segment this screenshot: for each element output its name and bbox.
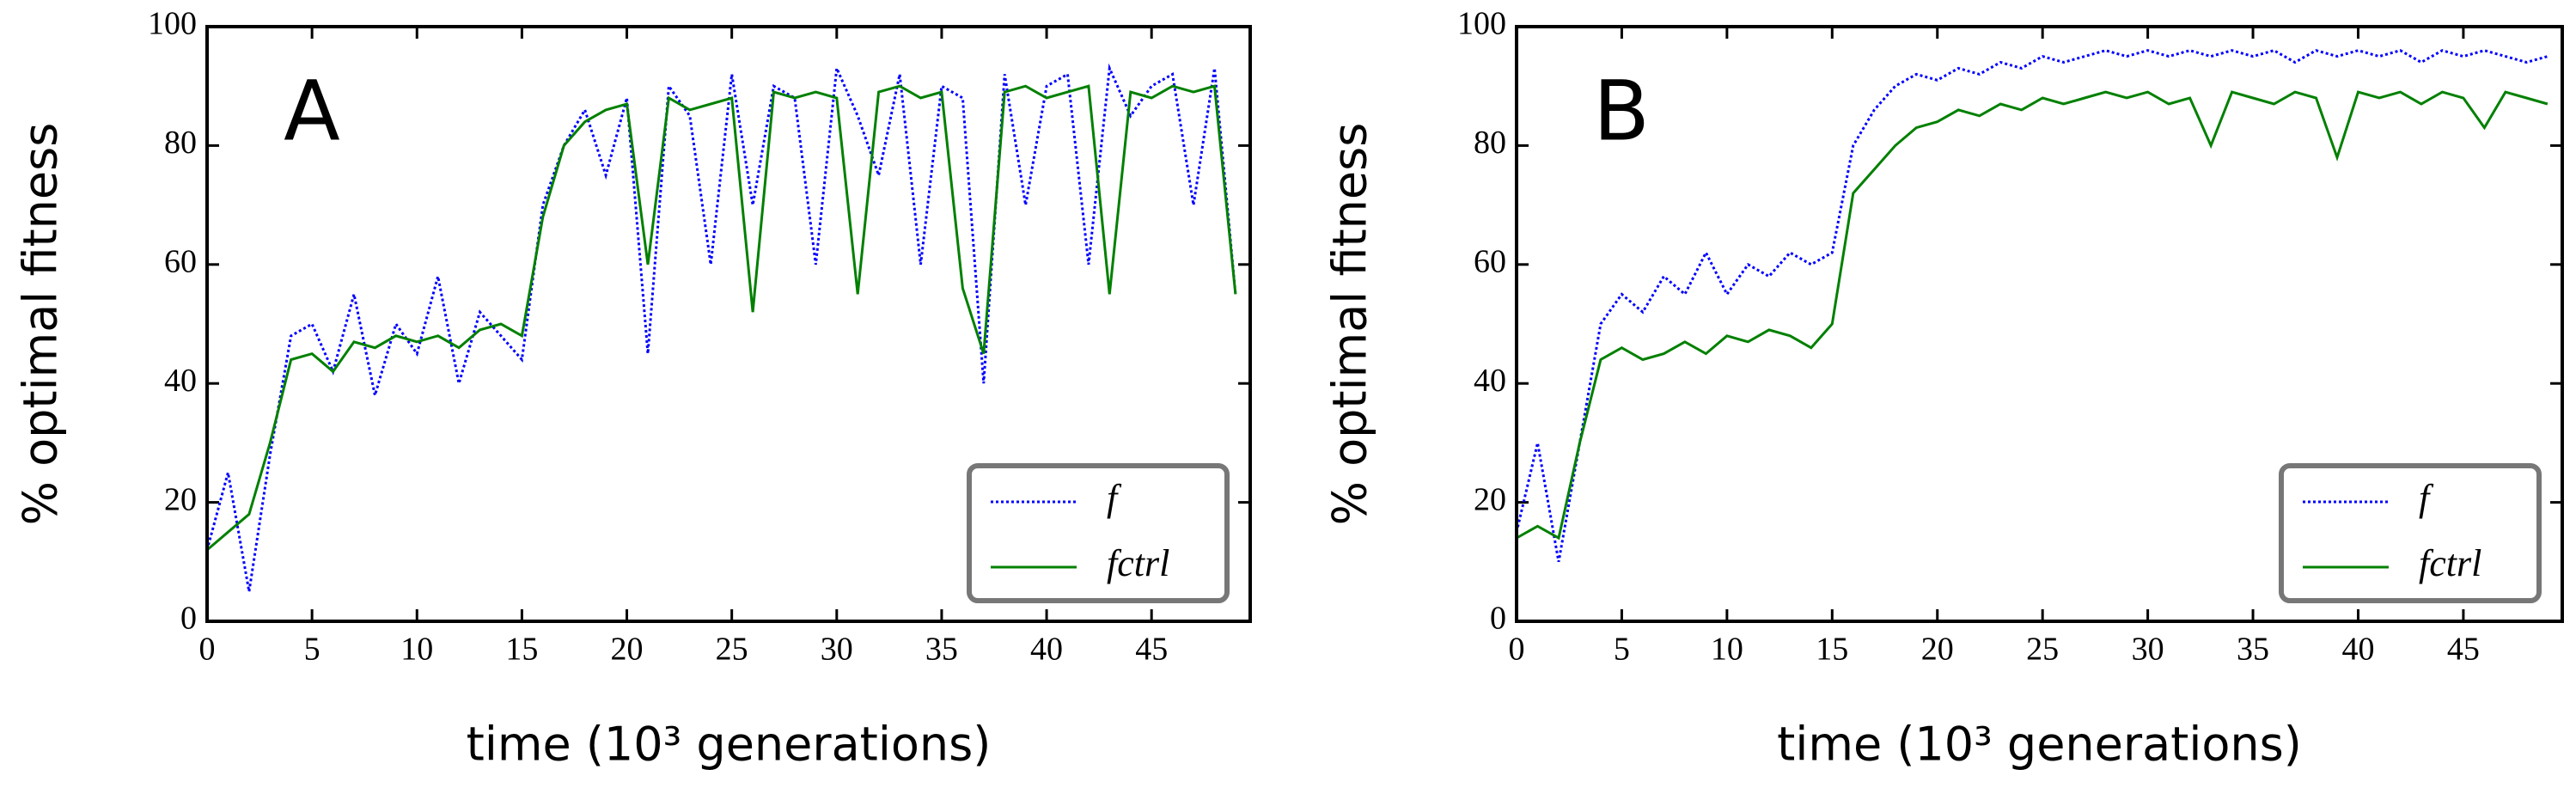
x-tick-label: 20 bbox=[611, 632, 644, 668]
y-tick-label: 60 bbox=[1474, 244, 1506, 280]
y-tick-label: 40 bbox=[164, 363, 197, 399]
x-tick-label: 30 bbox=[2132, 632, 2164, 668]
y-tick-label: 40 bbox=[1474, 363, 1506, 399]
y-tick-label: 20 bbox=[1474, 481, 1506, 517]
y-axis-label: % optimal fitness bbox=[1323, 123, 1377, 526]
y-tick-label: 100 bbox=[1457, 6, 1506, 42]
x-tick-label: 35 bbox=[2237, 632, 2269, 668]
x-tick-label: 40 bbox=[1030, 632, 1063, 668]
x-tick-label: 45 bbox=[2447, 632, 2480, 668]
x-tick-label: 10 bbox=[400, 632, 433, 668]
y-axis-label: % optimal fitness bbox=[14, 123, 68, 526]
x-tick-label: 30 bbox=[821, 632, 853, 668]
legend-label: fctrl bbox=[2419, 542, 2481, 584]
x-tick-label: 45 bbox=[1135, 632, 1168, 668]
x-tick-label: 5 bbox=[1614, 632, 1630, 668]
x-tick-label: 15 bbox=[505, 632, 538, 668]
y-tick-label: 100 bbox=[148, 6, 197, 42]
axes-frame bbox=[205, 25, 1252, 623]
x-tick-label: 0 bbox=[199, 632, 216, 668]
panel-label: B bbox=[1593, 63, 1650, 159]
x-tick-label: 25 bbox=[2026, 632, 2059, 668]
y-tick-label: 0 bbox=[180, 601, 197, 637]
series-line bbox=[207, 63, 1237, 592]
legend-box bbox=[2279, 463, 2542, 603]
plot-area bbox=[207, 63, 1237, 592]
plot-area bbox=[1517, 49, 2549, 563]
legend-box bbox=[967, 463, 1230, 603]
x-tick-label: 25 bbox=[716, 632, 748, 668]
legend-label: fctrl bbox=[1107, 542, 1169, 584]
axes-frame bbox=[1515, 25, 2564, 623]
x-tick-label: 40 bbox=[2341, 632, 2374, 668]
series-line bbox=[207, 84, 1237, 552]
y-tick-label: 0 bbox=[1490, 601, 1506, 637]
x-tick-label: 0 bbox=[1509, 632, 1525, 668]
x-axis-label: time (10³ generations) bbox=[467, 718, 992, 772]
y-tick-label: 80 bbox=[1474, 125, 1506, 161]
y-tick-label: 60 bbox=[164, 244, 197, 280]
y-tick-label: 20 bbox=[164, 481, 197, 517]
panel-label: A bbox=[284, 63, 340, 159]
y-tick-label: 80 bbox=[164, 125, 197, 161]
x-tick-label: 5 bbox=[304, 632, 320, 668]
series-line bbox=[1517, 90, 2549, 541]
x-tick-label: 10 bbox=[1711, 632, 1743, 668]
x-axis-label: time (10³ generations) bbox=[1777, 718, 2302, 772]
x-tick-label: 15 bbox=[1816, 632, 1848, 668]
series-line bbox=[1517, 49, 2549, 563]
x-tick-label: 20 bbox=[1921, 632, 1954, 668]
x-tick-label: 35 bbox=[925, 632, 958, 668]
